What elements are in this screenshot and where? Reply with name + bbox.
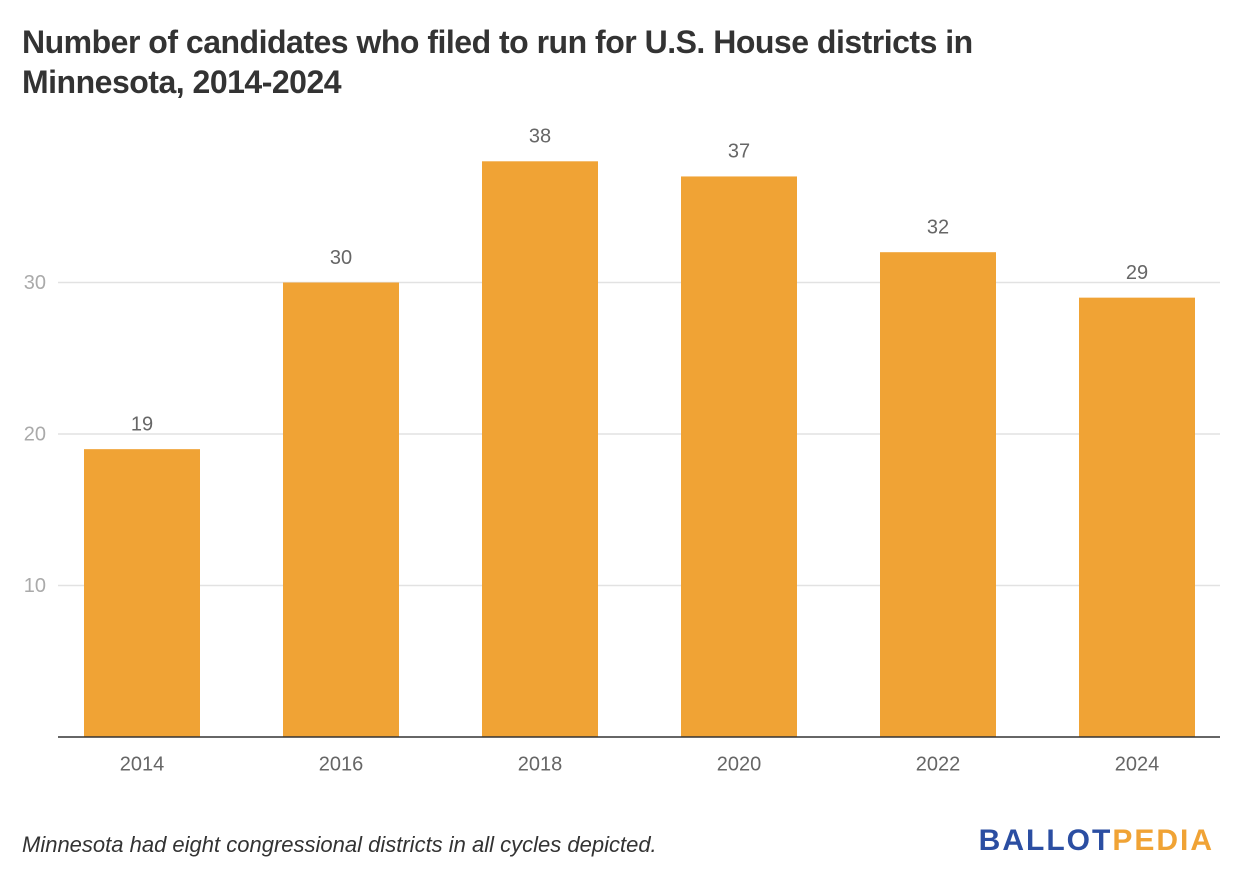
x-tick-label: 2014 [120, 753, 165, 775]
value-label: 30 [330, 247, 352, 269]
bar [1079, 297, 1195, 737]
value-label: 38 [529, 126, 551, 148]
x-tick-label: 2024 [1115, 753, 1160, 775]
value-label: 19 [131, 413, 153, 435]
y-tick-label: 20 [24, 423, 46, 445]
bar [482, 161, 598, 738]
x-tick-label: 2018 [518, 753, 563, 775]
y-tick-label: 30 [24, 272, 46, 294]
logo: BALLOTPEDIA [979, 824, 1214, 857]
value-label: 32 [927, 216, 949, 238]
logo-second: PEDIA [1112, 824, 1214, 857]
logo-first: BALLOT [979, 824, 1113, 857]
value-label: 37 [728, 141, 750, 163]
bar [681, 176, 797, 737]
y-tick-label: 10 [24, 575, 46, 597]
bar [880, 252, 996, 737]
value-label: 29 [1126, 262, 1148, 284]
x-tick-label: 2016 [319, 753, 364, 775]
x-tick-label: 2020 [717, 753, 762, 775]
bar [84, 449, 200, 737]
bar [283, 282, 399, 737]
note: Minnesota had eight congressional distri… [22, 832, 657, 857]
chart-title: Number of candidates who filed to run fo… [22, 24, 973, 100]
x-tick-label: 2022 [916, 753, 961, 775]
